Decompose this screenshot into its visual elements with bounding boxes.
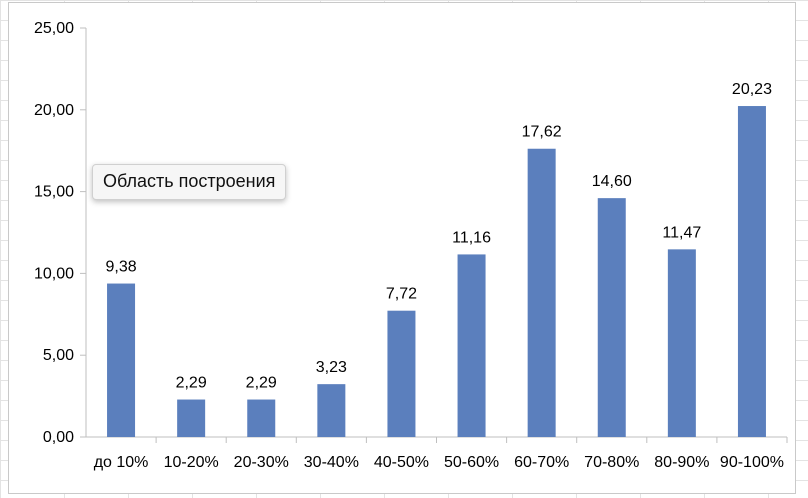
x-category-label: 10-20% <box>164 454 219 471</box>
bar <box>317 384 346 437</box>
x-category-label: 80-90% <box>654 454 709 471</box>
data-label: 2,29 <box>176 375 207 392</box>
y-tick-label: 0,00 <box>43 429 74 446</box>
bar <box>387 310 416 437</box>
x-category-label: 20-30% <box>234 454 289 471</box>
data-label: 2,29 <box>246 375 277 392</box>
y-tick-label: 15,00 <box>34 184 74 201</box>
x-category-label: 90-100% <box>720 454 784 471</box>
bar <box>527 148 556 437</box>
data-label: 11,47 <box>662 224 701 241</box>
data-label: 11,16 <box>452 229 491 246</box>
data-label: 17,62 <box>522 124 562 141</box>
data-label: 14,60 <box>592 173 632 190</box>
x-category-label: 60-70% <box>514 454 569 471</box>
plot-area-tooltip: Область построения <box>92 164 287 200</box>
bar-chart[interactable]: 0,00 5,00 10,00 15,00 20,00 25,00 9,38 до 10% 2,… <box>9 3 795 493</box>
bar <box>177 399 206 437</box>
x-category-label: до 10% <box>94 454 149 471</box>
y-tick-label: 10,00 <box>34 265 74 282</box>
data-label: 7,72 <box>386 286 417 303</box>
data-label: 9,38 <box>105 259 136 276</box>
bar <box>667 249 696 437</box>
bar <box>457 254 486 437</box>
chart-area[interactable]: 0,00 5,00 10,00 15,00 20,00 25,00 9,38 до 10% 2,… <box>8 2 796 494</box>
x-category-label: 40-50% <box>374 454 429 471</box>
bar <box>597 198 626 437</box>
x-category-label: 30-40% <box>304 454 359 471</box>
y-tick-label: 20,00 <box>34 102 74 119</box>
x-category-label: 70-80% <box>584 454 639 471</box>
y-tick-label: 5,00 <box>43 347 74 364</box>
bar <box>737 106 766 437</box>
y-tick-label: 25,00 <box>34 20 74 37</box>
bar <box>107 283 136 437</box>
data-label: 3,23 <box>316 359 347 376</box>
data-label: 20,23 <box>732 81 772 98</box>
bar <box>247 399 276 437</box>
x-category-label: 50-60% <box>444 454 499 471</box>
